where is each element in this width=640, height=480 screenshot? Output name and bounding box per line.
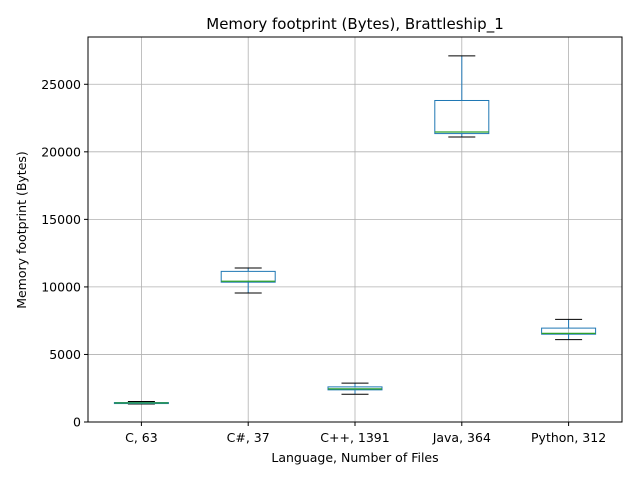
box-group: [434, 55, 490, 138]
box-group: [220, 267, 276, 294]
box-group: [113, 400, 169, 405]
y-tick-label: 20000: [41, 144, 81, 159]
y-tick-label: 5000: [49, 347, 81, 362]
y-ticks: 0 5000 10000 15000 20000 25000: [41, 77, 88, 430]
y-axis-label: Memory footprint (Bytes): [14, 151, 29, 309]
box-group: [327, 382, 383, 395]
grid: [88, 37, 622, 423]
x-tick-label: C#, 37: [227, 430, 270, 445]
box-iqr: [541, 327, 597, 335]
x-tick-label: Python, 312: [531, 430, 606, 445]
y-tick-label: 15000: [41, 212, 81, 227]
boxes: [113, 55, 597, 405]
x-tick-label: Java, 364: [432, 430, 491, 445]
x-tick-label: C++, 1391: [320, 430, 389, 445]
x-ticks: C, 63 C#, 37 C++, 1391 Java, 364 Python, 312: [125, 422, 606, 445]
y-tick-label: 10000: [41, 279, 81, 294]
y-tick-label: 25000: [41, 77, 81, 92]
x-tick-label: C, 63: [125, 430, 158, 445]
x-axis-label: Language, Number of Files: [271, 450, 438, 465]
box-group: [541, 318, 597, 341]
chart-title: Memory footprint (Bytes), Brattleship_1: [206, 15, 504, 34]
box-iqr: [434, 99, 490, 135]
box-iqr: [220, 270, 276, 283]
y-tick-label: 0: [73, 415, 81, 430]
